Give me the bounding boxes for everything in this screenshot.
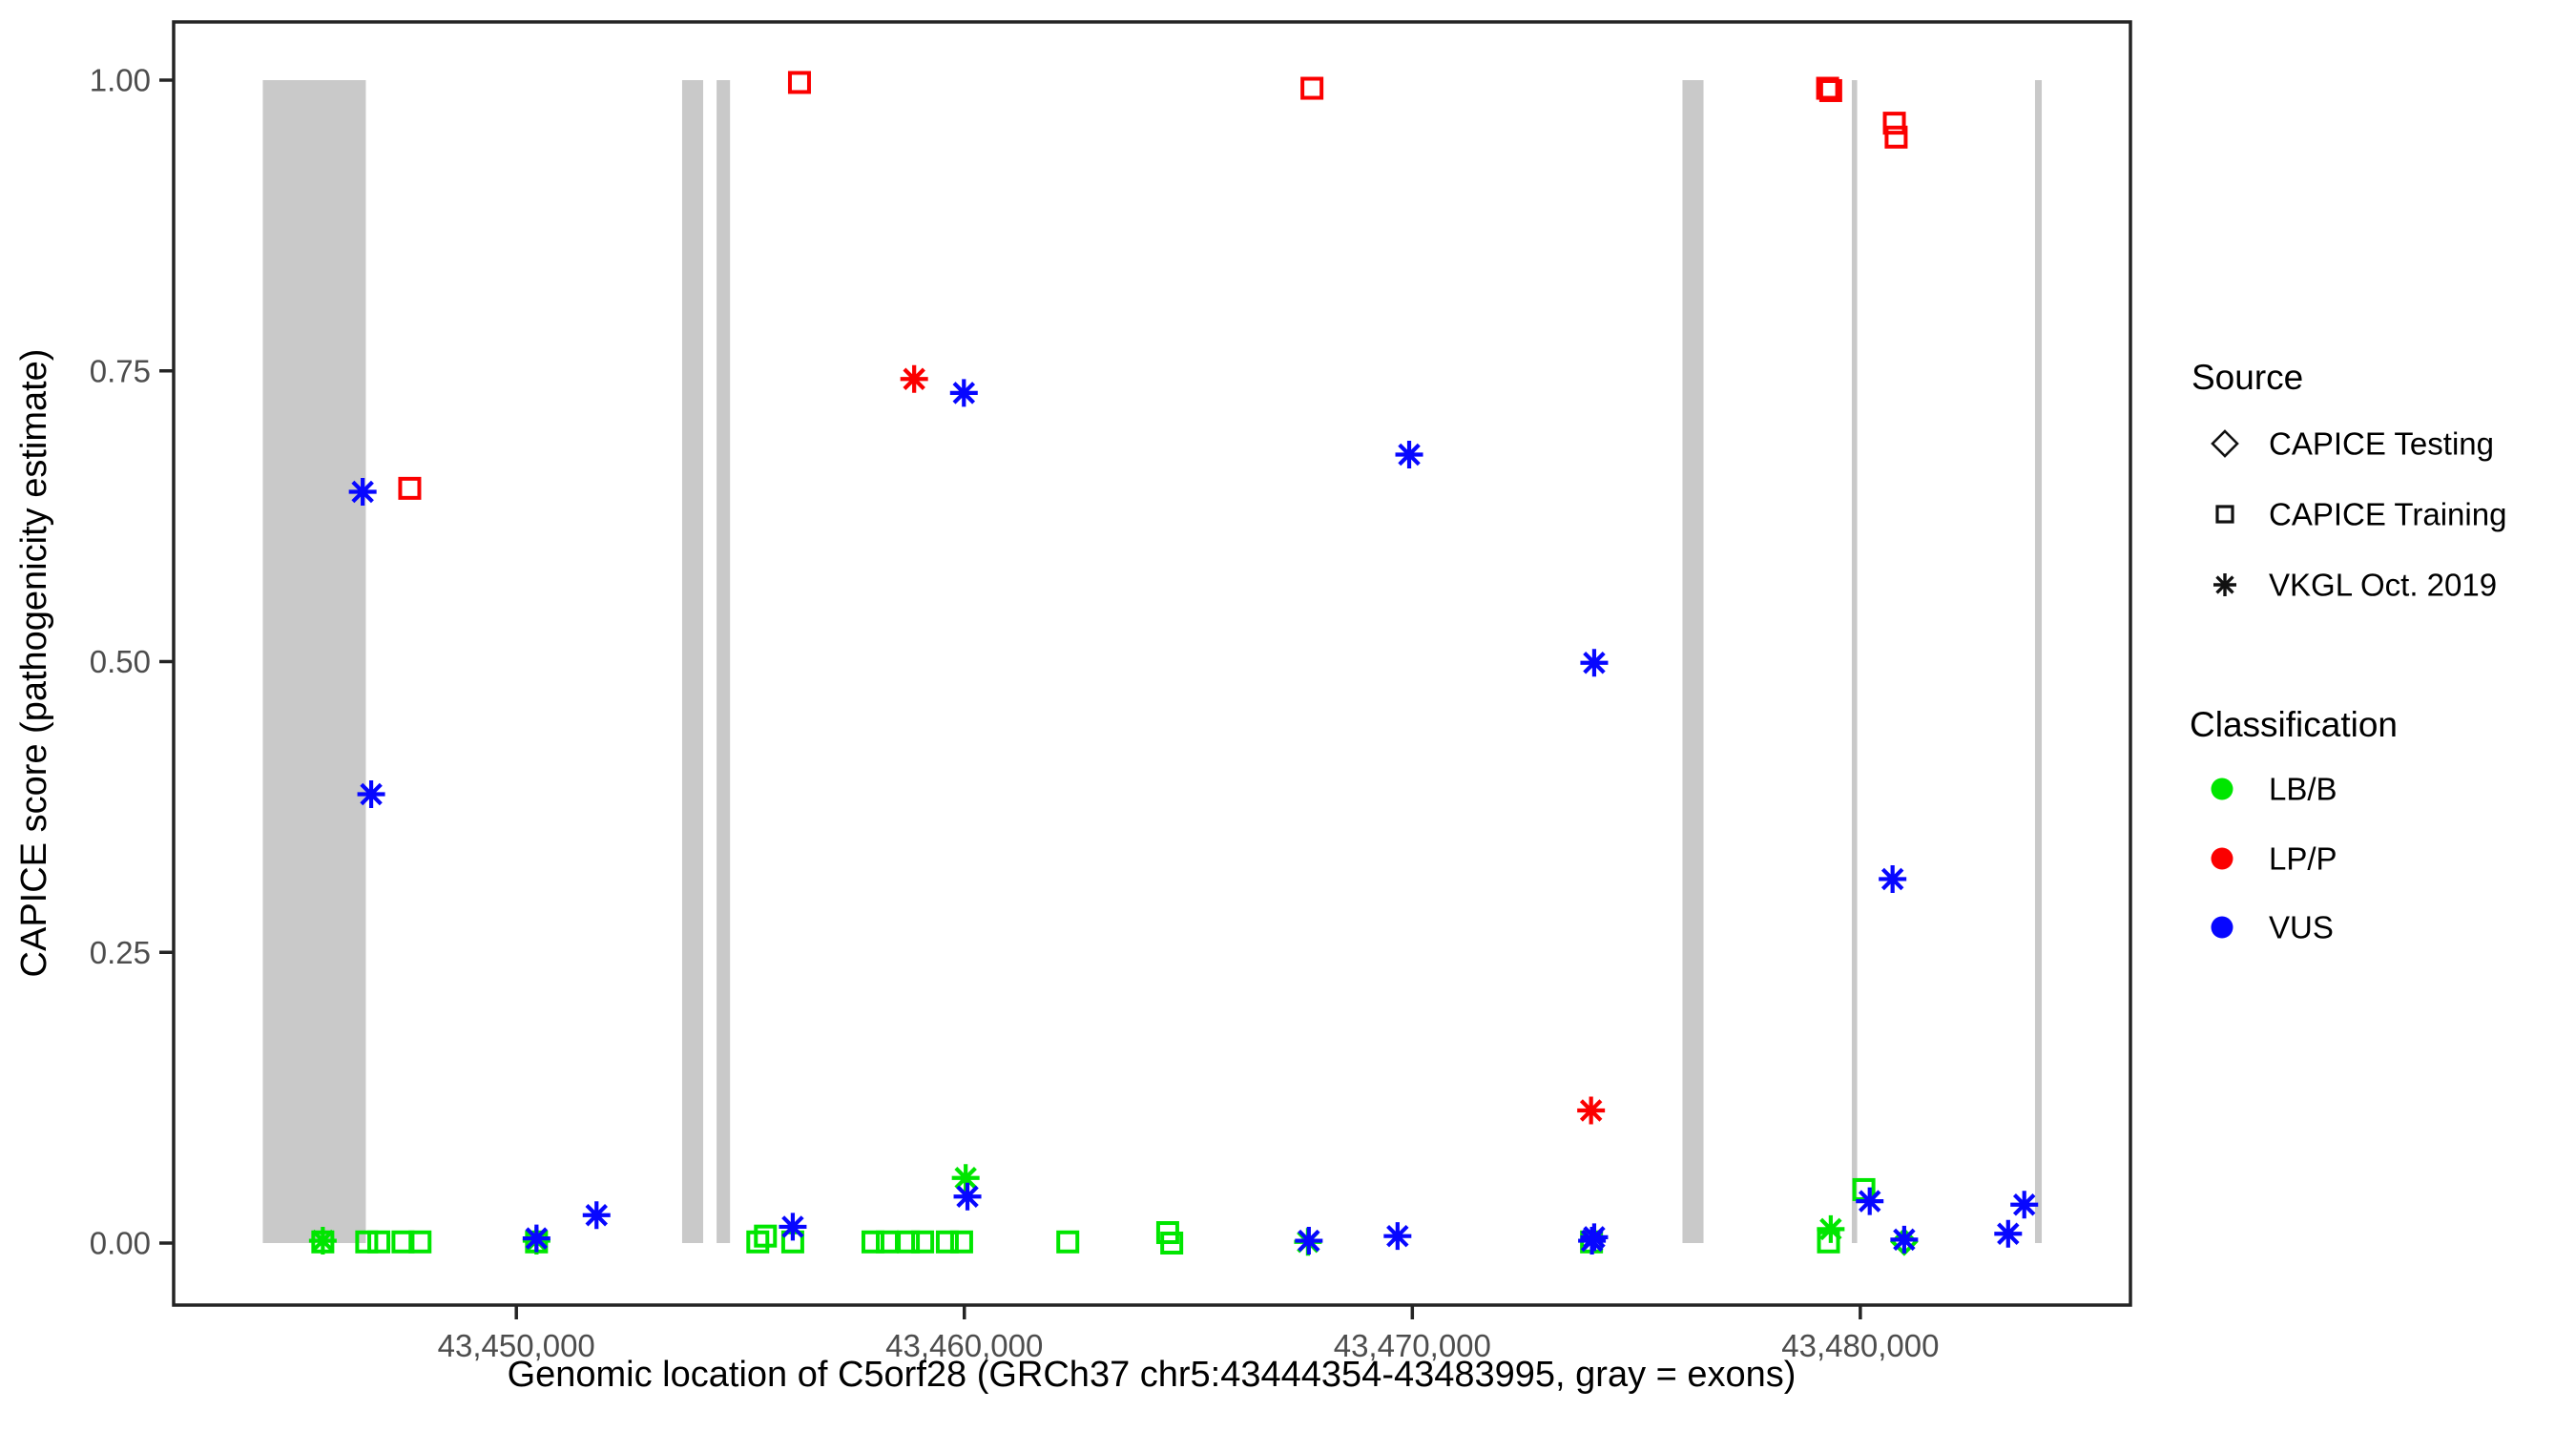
data-point-square	[408, 1230, 432, 1254]
data-point-asterisk	[949, 379, 978, 407]
data-point-asterisk	[348, 478, 377, 507]
data-point-asterisk	[522, 1224, 551, 1253]
legend-source-item-label: CAPICE Testing	[2269, 426, 2494, 462]
y-tick-label: 0.25	[90, 935, 151, 970]
legend-color-dot	[2211, 847, 2233, 870]
data-point-square	[355, 1230, 379, 1254]
y-axis: 0.00 0.25 0.50 0.75 1.00	[90, 63, 174, 1261]
data-point-square	[935, 1230, 959, 1254]
exon-band	[2034, 80, 2043, 1243]
data-point-asterisk	[1879, 864, 1907, 893]
data-point-square	[391, 1230, 415, 1254]
legend-source-item-label: VKGL Oct. 2019	[2269, 568, 2497, 603]
data-point-square	[875, 1230, 899, 1254]
data-point-asterisk	[357, 779, 385, 808]
legend-marker-diamond	[2211, 429, 2239, 458]
data-point-asterisk	[1580, 1223, 1609, 1252]
x-tick-label: 43,450,000	[438, 1328, 595, 1363]
data-point-asterisk	[1577, 1096, 1606, 1125]
exon-band	[262, 80, 366, 1243]
data-point-square	[1160, 1232, 1184, 1255]
data-point-asterisk	[779, 1213, 807, 1241]
legend-classification-item-label: LB/B	[2269, 772, 2337, 807]
data-point-square	[1852, 1177, 1876, 1201]
data-point-square	[746, 1230, 770, 1254]
data-point-asterisk	[1856, 1187, 1884, 1215]
data-point-square	[861, 1230, 884, 1254]
data-point-square	[1884, 125, 1908, 149]
legend-marker-square	[2215, 505, 2234, 524]
exon-bands	[262, 80, 2043, 1243]
data-point-asterisk	[900, 364, 928, 393]
data-point-asterisk	[308, 1227, 337, 1255]
data-point-square	[949, 1230, 973, 1254]
data-point-asterisk	[1295, 1227, 1323, 1255]
data-points	[308, 71, 2039, 1256]
y-tick-label: 0.75	[90, 353, 151, 388]
data-point-asterisk	[1580, 649, 1609, 677]
data-point-square	[1300, 76, 1324, 100]
y-tick-label: 0.00	[90, 1226, 151, 1261]
legend-marker-asterisk	[2213, 573, 2236, 596]
data-point-asterisk	[951, 1164, 980, 1192]
x-axis: 43,450,000 43,460,000 43,470,000 43,480,000	[438, 1305, 1939, 1363]
x-tick-label: 43,480,000	[1781, 1328, 1939, 1363]
legend-classification-item-label: LP/P	[2269, 841, 2337, 877]
data-point-asterisk	[582, 1201, 611, 1230]
legend: Source CAPICE Testing CAPICE Training VKGL…	[2190, 358, 2506, 945]
data-point-square	[1818, 78, 1842, 102]
data-point-asterisk	[1817, 1214, 1845, 1243]
data-point-square	[911, 1230, 935, 1254]
data-point-square	[367, 1230, 391, 1254]
data-point-asterisk	[1890, 1225, 1919, 1254]
data-point-asterisk	[1395, 441, 1423, 469]
exon-band	[681, 80, 704, 1243]
x-tick-label: 43,470,000	[1334, 1328, 1491, 1363]
exon-band	[717, 80, 731, 1243]
legend-color-dot	[2211, 778, 2233, 800]
y-axis-title: CAPICE score (pathogenicity estimate)	[14, 349, 54, 978]
data-point-square	[754, 1224, 778, 1248]
legend-color-dot	[2211, 916, 2233, 939]
data-point-asterisk	[1383, 1222, 1412, 1251]
legend-source-title: Source	[2192, 358, 2303, 397]
data-point-square	[398, 476, 422, 500]
legend-classification-items: LB/B LP/P VUS	[2211, 772, 2337, 945]
data-point-square	[1816, 76, 1839, 100]
legend-classification-title: Classification	[2190, 705, 2398, 744]
y-tick-label: 0.50	[90, 644, 151, 679]
data-point-asterisk	[953, 1182, 982, 1211]
data-point-square	[1056, 1230, 1080, 1254]
panel-border	[172, 20, 2132, 1307]
legend-source-item-label: CAPICE Training	[2269, 497, 2506, 532]
legend-source-items: CAPICE Testing CAPICE Training VKGL Oct. 2…	[2211, 426, 2506, 603]
data-point-square	[897, 1230, 921, 1254]
exon-band	[1851, 80, 1858, 1243]
y-tick-label: 1.00	[90, 63, 151, 98]
data-point-square	[787, 71, 811, 94]
legend-classification-item-label: VUS	[2269, 910, 2334, 945]
data-point-square	[1882, 112, 1906, 135]
x-tick-label: 43,460,000	[885, 1328, 1043, 1363]
x-axis-title: Genomic location of C5orf28 (GRCh37 chr5…	[508, 1355, 1797, 1395]
exon-band	[1682, 80, 1704, 1243]
data-point-asterisk	[1994, 1219, 2023, 1248]
data-point-asterisk	[2010, 1191, 2039, 1219]
